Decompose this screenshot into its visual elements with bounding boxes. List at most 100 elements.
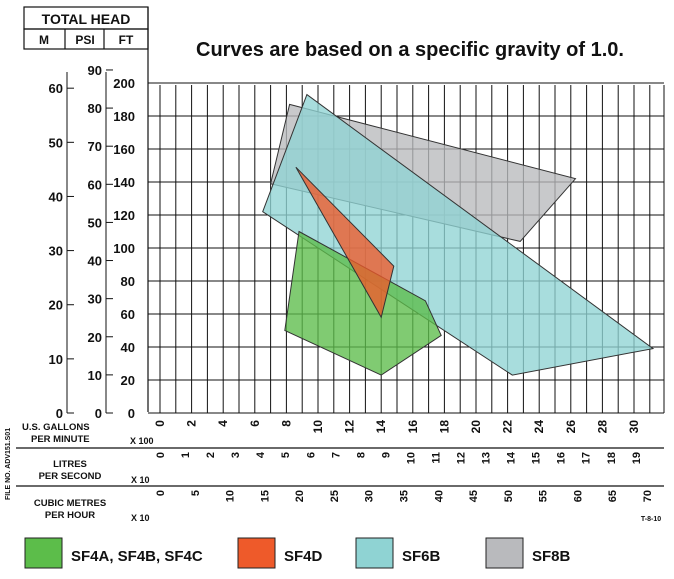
lps-tick-label: 3 [230,452,242,458]
gpm-label-1: U.S. GALLONS [22,422,90,433]
cmh-tick-label: 15 [259,490,271,502]
lps-tick-label: 15 [531,452,543,464]
lps-tick-label: 2 [205,452,217,458]
legend-label: SF6B [402,548,441,565]
lps-tick-label: 6 [305,452,317,458]
gpm-tick-label: 18 [437,420,451,434]
ft-tick-label: 80 [121,274,135,289]
vertical-scales: 2001801601401201008060402009080706050403… [49,63,135,421]
legend-label: SF4D [284,548,323,565]
psi-tick-label: 0 [95,406,102,421]
psi-tick-label: 70 [88,139,102,154]
gpm-tick-label: 20 [469,420,483,434]
lps-tick-label: 8 [355,452,367,458]
cmh-tick-label: 55 [538,490,550,502]
lps-tick-label: 14 [506,451,518,464]
lps-tick-label: 18 [606,452,618,464]
ft-tick-label: 200 [113,76,135,91]
col-psi-label: PSI [75,33,94,47]
legend-swatch [24,537,63,569]
psi-tick-label: 60 [88,177,102,192]
col-m-label: M [39,33,49,47]
psi-tick-label: 80 [88,101,102,116]
gpm-tick-label: 30 [627,420,641,434]
legend-swatch [237,537,276,569]
cmh-tick-label: 35 [398,490,410,502]
lps-tick-label: 7 [330,452,342,458]
gpm-tick-label: 10 [311,420,325,434]
cmh-tick-label: 65 [607,490,619,502]
cmh-tick-label: 10 [225,490,237,502]
lps-tick-label: 10 [405,452,417,464]
ft-tick-label: 60 [121,307,135,322]
ft-tick-label: 100 [113,241,135,256]
cmh-tick-label: 40 [433,490,445,502]
m-tick-label: 0 [56,406,63,421]
psi-tick-label: 50 [88,215,102,230]
legend-swatch [485,537,524,569]
gpm-tick-label: 26 [564,420,578,434]
psi-tick-label: 30 [88,292,102,307]
gpm-tick-label: 8 [279,420,293,427]
corner-code: T-8-10 [641,516,661,523]
region-sf4d [295,166,395,319]
m-tick-label: 10 [49,352,63,367]
gpm-tick-label: 4 [216,420,230,427]
lps-tick-label: 19 [631,452,643,464]
gpm-tick-label: 12 [343,420,357,434]
pump-regions [262,93,655,376]
gpm-multiplier: X 100 [130,436,154,446]
legend: SF4A, SF4B, SF4C SF4D SF6B SF8B [24,537,571,569]
cmh-tick-label: 5 [190,490,202,496]
region-sf4a-sf4b-sf4c [284,230,442,376]
chart-note: Curves are based on a specific gravity o… [196,39,624,61]
horizontal-scales: 0 2 4 6 8 10 12 14 16 18 20 22 24 26 28 300 1 2 3 4 5 6 7 8 9 10 1… [153,420,654,503]
cmh-tick-label: 30 [364,490,376,502]
m-tick-label: 40 [49,189,63,204]
lps-tick-label: 11 [430,452,442,464]
ft-tick-label: 160 [113,142,135,157]
legend-label: SF8B [532,548,571,565]
gpm-tick-label: 0 [153,420,167,427]
lps-multiplier: X 10 [131,475,150,485]
lps-tick-label: 5 [280,452,292,458]
ft-tick-label: 0 [128,406,135,421]
lps-tick-label: 9 [380,452,392,458]
lps-tick-label: 4 [255,451,267,458]
ft-tick-label: 180 [113,109,135,124]
psi-tick-label: 10 [88,368,102,383]
m-tick-label: 60 [49,81,63,96]
gpm-label-2: PER MINUTE [31,434,90,445]
gpm-tick-label: 14 [374,420,388,434]
lps-label-1: LITRES [53,459,87,470]
cmh-tick-label: 20 [294,490,306,502]
ft-tick-label: 40 [121,340,135,355]
total-head-title: TOTAL HEAD [42,11,131,27]
ft-tick-label: 140 [113,175,135,190]
cmh-multiplier: X 10 [131,513,150,523]
lps-label-2: PER SECOND [39,471,102,482]
m-tick-label: 30 [49,244,63,259]
col-ft-label: FT [119,33,134,47]
psi-tick-label: 20 [88,330,102,345]
gpm-tick-label: 28 [595,420,609,434]
gpm-tick-label: 16 [406,420,420,434]
psi-tick-label: 90 [88,63,102,78]
cmh-tick-label: 0 [155,490,167,496]
ft-tick-label: 120 [113,208,135,223]
m-tick-label: 50 [49,135,63,150]
cmh-tick-label: 25 [329,490,341,502]
cmh-tick-label: 45 [468,490,480,502]
lps-tick-label: 1 [180,452,192,458]
gpm-tick-label: 22 [501,420,515,434]
gpm-tick-label: 2 [185,420,199,427]
lps-tick-label: 13 [481,452,493,464]
legend-label: SF4A, SF4B, SF4C [71,548,203,565]
cmh-tick-label: 50 [503,490,515,502]
file-number-text: FILE NO. ADV151.S01 [5,428,12,500]
cmh-tick-label: 70 [642,490,654,502]
cmh-label-2: PER HOUR [45,510,95,521]
m-tick-label: 20 [49,298,63,313]
